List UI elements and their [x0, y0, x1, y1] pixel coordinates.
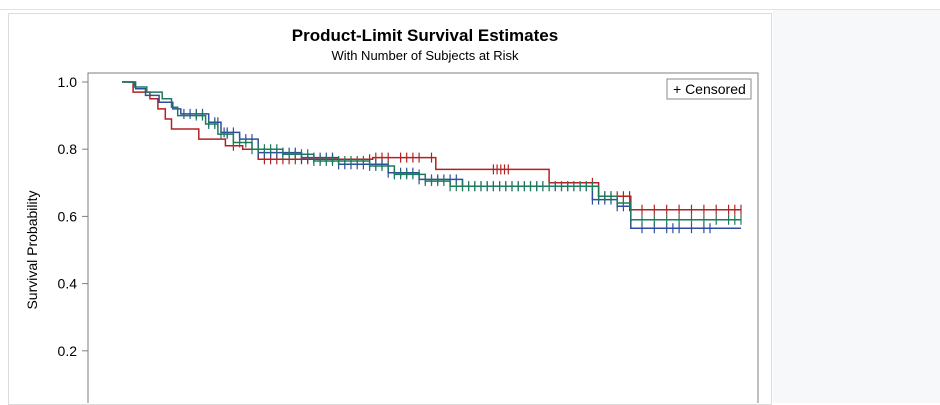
- chart-subtitle: With Number of Subjects at Risk: [331, 48, 519, 63]
- plot-frame: [87, 72, 759, 403]
- y-axis-label: Survival Probability: [24, 190, 40, 309]
- legend: + Censored: [666, 78, 752, 100]
- y-tick-label: 0.8: [58, 141, 78, 157]
- chart-title: Product-Limit Survival Estimates: [291, 26, 559, 45]
- y-axis: 1.0 0.8 0.6 0.4 0.2: [58, 74, 88, 359]
- legend-box: [666, 78, 752, 100]
- y-tick-label: 0.4: [58, 276, 78, 292]
- right-panel: [773, 10, 940, 403]
- y-tick-label: 1.0: [58, 74, 78, 90]
- survival-curve-1: [122, 81, 741, 211]
- y-tick-label: 0.6: [58, 208, 78, 224]
- legend-label: + Censored: [673, 81, 746, 97]
- top-divider: [0, 0, 940, 10]
- series-layer: [122, 81, 742, 234]
- y-tick-label: 0.2: [58, 343, 78, 359]
